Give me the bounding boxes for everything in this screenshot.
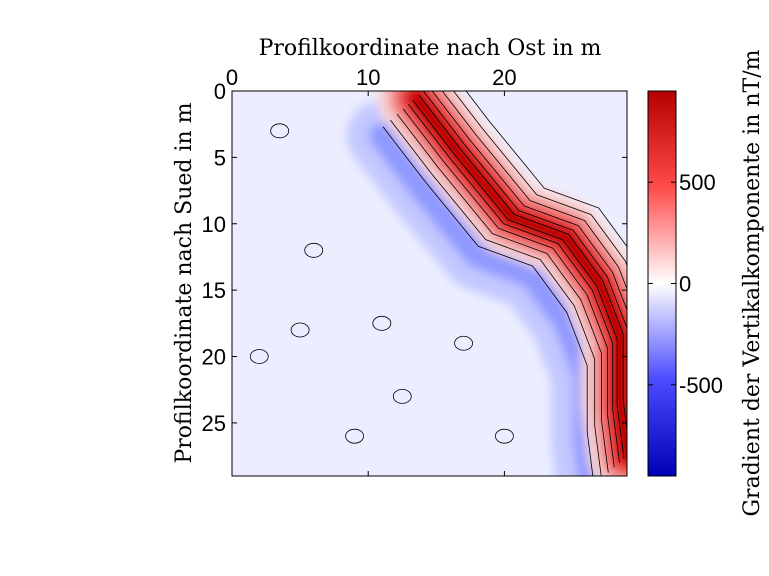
- y-tick-label: 5: [214, 145, 226, 170]
- y-tick-label: 25: [202, 411, 226, 436]
- y-axis-label: Profilkoordinate nach Sued in m: [172, 102, 197, 463]
- x-axis-label: Profilkoordinate nach Ost in m: [259, 36, 602, 61]
- colorbar-tick-label: 500: [679, 170, 716, 195]
- y-tick-label: 0: [214, 79, 226, 104]
- colorbar-label: Gradient der Vertikalkomponente in nT/m: [740, 49, 765, 516]
- colorbar-tick-label: 0: [679, 272, 691, 297]
- plot-area: [232, 69, 660, 495]
- y-tick-label: 20: [202, 345, 226, 370]
- y-tick-label: 10: [202, 212, 226, 237]
- x-tick-label: 0: [226, 65, 238, 90]
- colorbar-tick-label: -500: [679, 373, 723, 398]
- y-tick-label: 15: [202, 278, 226, 303]
- x-tick-label: 20: [492, 65, 516, 90]
- x-tick-label: 10: [356, 65, 380, 90]
